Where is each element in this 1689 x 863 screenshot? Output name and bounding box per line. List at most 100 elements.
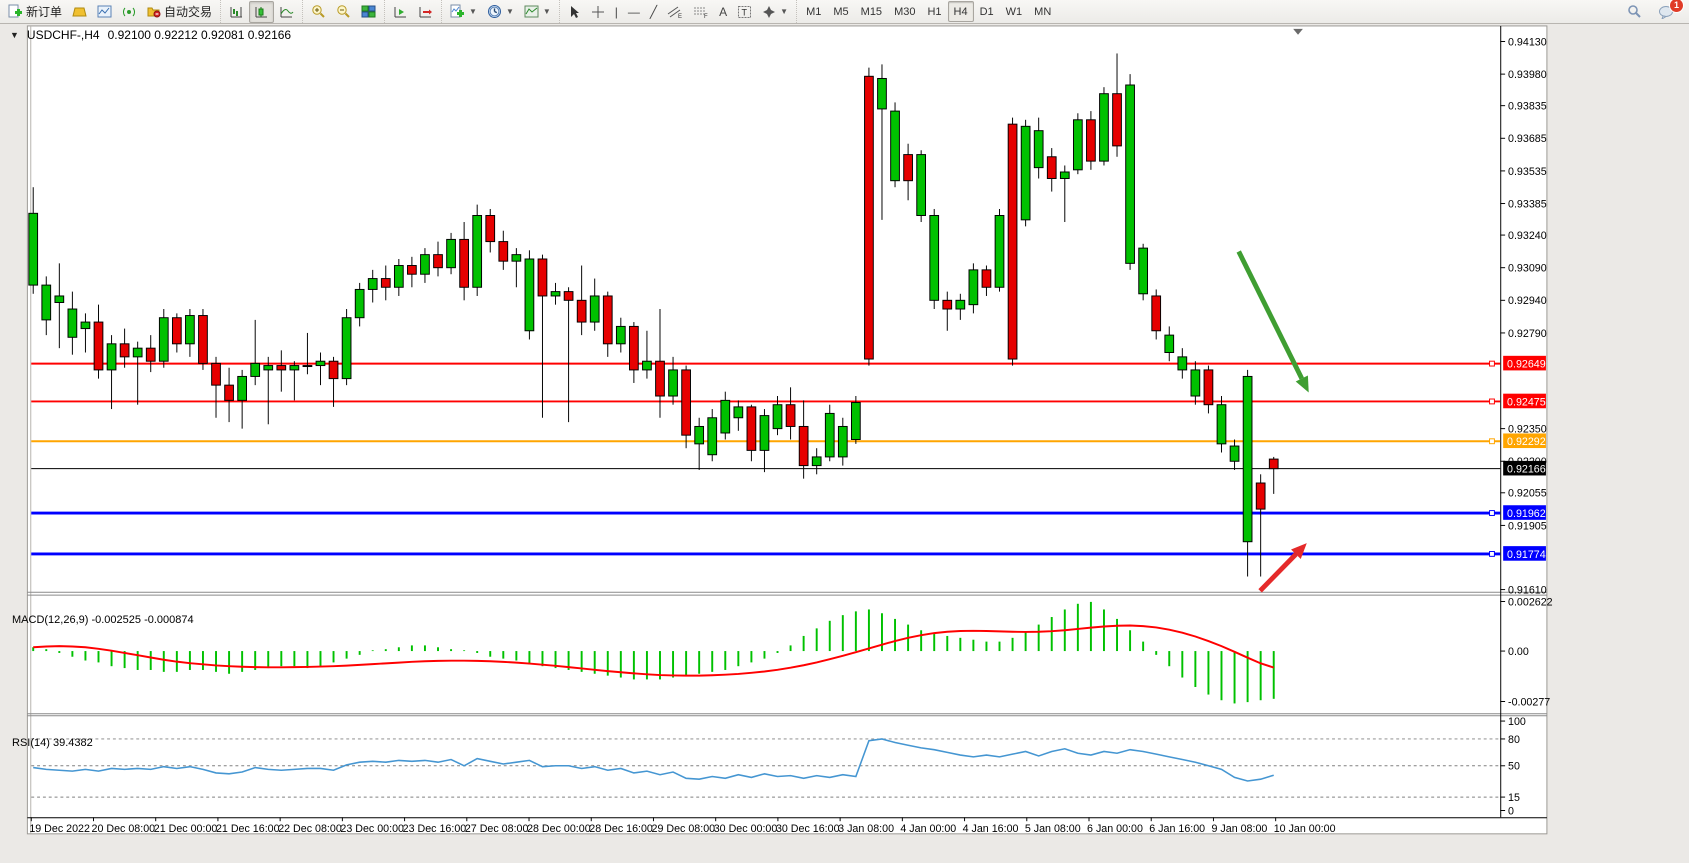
chart-shift-marker [1293, 28, 1303, 35]
chart-shift-button[interactable] [413, 1, 438, 23]
bull-candle [720, 399, 731, 434]
text-tool-button[interactable]: A [714, 1, 732, 23]
hline-handle[interactable] [1489, 550, 1495, 557]
tile-windows-button[interactable] [356, 1, 381, 23]
horizontal-line-tool-button[interactable]: — [623, 1, 645, 23]
auto-scroll-icon [394, 6, 407, 17]
bull-candle [472, 215, 483, 288]
green-down-arrow[interactable] [1236, 250, 1309, 393]
timeframe-m1-button[interactable]: M1 [806, 5, 822, 18]
auto-trading-button[interactable]: 自动交易 [141, 1, 217, 23]
bull-candle [28, 212, 39, 286]
trendline-tool-button[interactable]: ╱ [645, 1, 662, 23]
bull-candle [1190, 369, 1201, 397]
bull-candle [955, 299, 966, 310]
channel-tool-button[interactable]: E [662, 1, 688, 23]
bar-chart-button[interactable] [224, 1, 249, 23]
channel-icon: E [667, 6, 682, 19]
time-axis-label: 30 Dec 16:00 [776, 823, 840, 835]
bear-candle [224, 384, 234, 401]
time-axis-label: 21 Dec 16:00 [216, 823, 280, 835]
time-axis-label: 30 Dec 00:00 [714, 823, 778, 835]
chart-background [23, 24, 1666, 863]
time-axis-label: 5 Jan 08:00 [1025, 823, 1081, 835]
indicators-dropdown-caret[interactable]: ▼ [469, 7, 477, 16]
bull-candle [811, 456, 822, 467]
bull-candle [589, 295, 600, 323]
bear-candle [93, 321, 104, 371]
indicators-button[interactable]: ▼ [445, 1, 482, 23]
price-badge [1503, 393, 1546, 409]
bull-candle [890, 110, 900, 182]
notifications-button[interactable]: 1 [1653, 0, 1684, 23]
horizontal-lines[interactable] [31, 360, 1501, 557]
bull-candle [550, 291, 561, 297]
bull-candle [54, 295, 65, 303]
periods-dropdown-caret[interactable]: ▼ [505, 7, 514, 16]
bull-candle [759, 415, 770, 451]
bull-candle [354, 288, 365, 319]
vertical-line-tool-button[interactable]: | [610, 1, 623, 23]
periods-button[interactable]: ▼ [482, 1, 519, 23]
cursor-tool-button[interactable] [563, 1, 586, 23]
price-tick-label: 0.92055 [1508, 488, 1547, 500]
time-axis-label: 3 Jan 08:00 [838, 823, 894, 835]
bull-candle [106, 343, 117, 371]
macd-panel [32, 601, 1275, 704]
bear-candle [655, 360, 665, 397]
gold-icon [72, 7, 87, 17]
auto-scroll-button[interactable] [388, 1, 413, 23]
search-button[interactable] [1622, 1, 1647, 23]
hline-handle[interactable] [1489, 398, 1495, 405]
price-badge [1503, 355, 1546, 371]
bear-candle [576, 299, 587, 323]
bull-candle [420, 254, 430, 275]
price-tick-label: 0.92790 [1508, 328, 1547, 340]
arrows-dropdown-caret[interactable]: ▼ [780, 7, 789, 16]
macd-tick-label: 0.00 [1508, 646, 1529, 658]
red-up-arrow[interactable] [1258, 543, 1307, 593]
signals-button[interactable] [117, 1, 141, 23]
zoom-in-button[interactable] [306, 1, 331, 23]
fibonacci-tool-button[interactable]: F [688, 1, 714, 23]
line-chart-button[interactable] [274, 1, 299, 23]
arrows-tool-button[interactable]: ▼ [757, 1, 793, 23]
hline-handle[interactable] [1489, 510, 1495, 516]
chart-window-button[interactable] [92, 1, 117, 23]
text-label-icon: T [738, 5, 752, 18]
timeframe-mn-button[interactable]: MN [1034, 5, 1052, 18]
templates-dropdown-caret[interactable]: ▼ [542, 7, 551, 16]
crosshair-tool-button[interactable] [586, 1, 610, 23]
timeframe-w1-button[interactable]: W1 [1005, 5, 1023, 18]
price-tick-label: 0.92940 [1508, 295, 1547, 307]
time-axis-label: 29 Dec 08:00 [652, 823, 716, 835]
templates-button[interactable]: ▼ [519, 1, 556, 23]
bull-candle [1125, 84, 1135, 264]
timeframe-h1-button[interactable]: H1 [927, 5, 942, 18]
new-order-button[interactable]: 新订单 [3, 1, 67, 23]
timeframe-d1-button[interactable]: D1 [979, 5, 994, 18]
chart-area: 0.94130 0.93980 0.93835 0.93685 0.93535 0.933… [0, 24, 1689, 863]
zoom-out-button[interactable] [331, 1, 356, 23]
timeframe-m5-button[interactable]: M5 [833, 5, 849, 18]
timeframe-m30-button[interactable]: M30 [894, 5, 916, 18]
text-label-tool-button[interactable]: T [732, 1, 757, 23]
time-axis-label: 10 Jan 00:00 [1274, 823, 1336, 835]
cursor-icon [570, 5, 579, 18]
bear-candle [903, 154, 913, 182]
price-tick-label: 0.93240 [1508, 230, 1547, 242]
vertical-line-icon: | [614, 4, 618, 19]
timeframe-h4-button[interactable]: H4 [947, 1, 974, 22]
chart-canvas[interactable]: 0.94130 0.93980 0.93835 0.93685 0.93535 0.933… [0, 24, 1689, 863]
bear-candle [119, 343, 130, 358]
market-watch-button[interactable] [67, 1, 92, 23]
timeframe-m15-button[interactable]: M15 [860, 5, 883, 18]
price-badge-label: 0.91774 [1507, 549, 1546, 561]
hline-handle[interactable] [1489, 360, 1495, 367]
hline-handle[interactable] [1489, 438, 1495, 445]
bull-candle [341, 317, 352, 380]
price-badge-label: 0.92475 [1507, 396, 1546, 408]
bear-candle [433, 254, 443, 269]
candlestick-chart-button[interactable] [249, 0, 275, 23]
